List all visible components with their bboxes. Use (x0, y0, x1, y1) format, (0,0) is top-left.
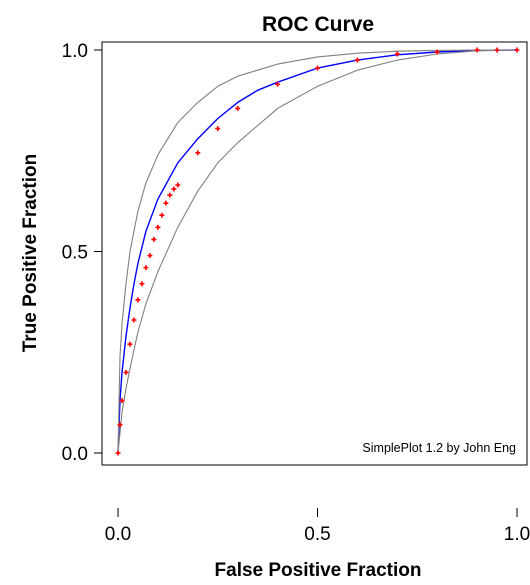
series-lower-bound-line (117, 49, 518, 454)
data-point (215, 126, 221, 132)
x-axis: 0.0 0.5 1.0 (105, 508, 530, 545)
data-point (394, 51, 400, 57)
y-tick-label-1: 0.5 (62, 243, 88, 264)
data-point (514, 47, 520, 53)
x-tick-label-0: 0.0 (105, 524, 131, 545)
data-point (315, 65, 320, 71)
data-point (139, 281, 145, 287)
data-point (195, 150, 201, 156)
data-point (131, 317, 137, 323)
y-tick-label-2: 1.0 (62, 41, 88, 62)
data-point (119, 398, 125, 404)
data-point (494, 47, 500, 53)
series-fitted-line (117, 49, 518, 454)
data-point (115, 450, 121, 456)
data-point (159, 212, 165, 218)
data-point (117, 422, 123, 428)
y-axis-label: True Positive Fraction (20, 154, 41, 353)
data-point (123, 369, 129, 375)
data-point (275, 81, 281, 87)
x-tick-label-1: 0.5 (304, 524, 330, 545)
data-point (474, 47, 480, 53)
data-point (127, 341, 133, 347)
plot-frame (101, 41, 528, 466)
data-point (175, 182, 181, 188)
data-point (434, 49, 440, 55)
series-layer (117, 49, 518, 454)
data-point (143, 265, 149, 271)
data-point (135, 297, 141, 303)
credit-annotation: SimplePlot 1.2 by John Eng (362, 441, 516, 455)
series-upper-bound-line (117, 49, 517, 454)
data-point (171, 186, 177, 192)
data-point (354, 57, 360, 63)
data-point (147, 253, 153, 259)
y-tick-label-0: 0.0 (62, 444, 88, 465)
data-point (163, 200, 169, 206)
data-point (167, 192, 173, 198)
data-point (235, 105, 241, 111)
data-point (155, 224, 161, 230)
y-axis: 0.0 0.5 1.0 (62, 41, 102, 465)
chart-title: ROC Curve (262, 13, 374, 36)
x-tick-label-2: 1.0 (504, 524, 530, 545)
x-axis-label: False Positive Fraction (215, 560, 422, 581)
data-point (151, 236, 157, 242)
points-layer (115, 47, 520, 456)
